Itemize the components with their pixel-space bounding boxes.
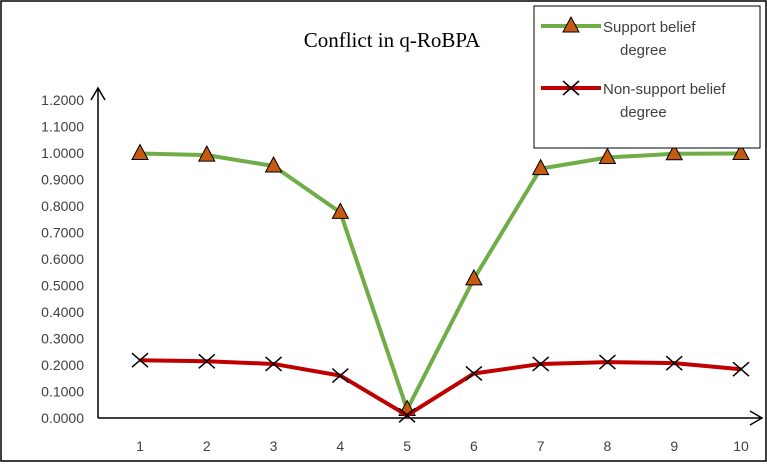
x-marker-stroke: [598, 354, 616, 370]
x-tick-label: 1: [136, 438, 144, 454]
x-marker: [465, 365, 483, 382]
legend-label: Non-support belief: [603, 81, 726, 98]
x-marker-stroke: [665, 355, 683, 371]
x-tick-label: 6: [470, 438, 478, 454]
x-marker: [331, 368, 349, 384]
series-line: [139, 151, 742, 412]
chart-title: Conflict in q-RoBPA: [304, 28, 481, 52]
x-marker-stroke: [562, 80, 580, 96]
y-tick-label: 0.2000: [41, 357, 84, 373]
axes: [90, 86, 764, 426]
series-line: [139, 358, 742, 418]
x-marker: [532, 356, 550, 372]
series-1: [131, 143, 750, 417]
x-marker: [398, 407, 416, 423]
y-tick-label: 0.1000: [41, 384, 84, 400]
triangle-marker: [531, 158, 550, 176]
y-tick-label: 0.8000: [41, 198, 84, 214]
x-marker-stroke: [732, 361, 750, 377]
triangle-marker: [562, 15, 580, 33]
triangle-marker: [665, 143, 684, 161]
x-tick-label: 2: [203, 438, 211, 454]
y-tick-label: 0.0000: [41, 410, 84, 426]
legend-label: degree: [620, 42, 667, 59]
x-marker-stroke: [398, 407, 416, 423]
legend: Support belief degree Non-support belief de…: [533, 5, 761, 149]
x-marker-stroke: [331, 368, 349, 384]
x-marker-stroke: [265, 356, 283, 372]
x-tick-label: 7: [537, 438, 545, 454]
x-marker-stroke: [532, 356, 550, 372]
x-tick-label: 4: [336, 438, 344, 454]
triangle-marker: [264, 155, 283, 173]
x-axis-arrow: [749, 410, 764, 426]
triangle-marker: [131, 143, 149, 161]
x-marker: [732, 361, 750, 377]
y-tick-label: 0.5000: [41, 278, 84, 294]
x-marker-stroke: [131, 352, 149, 368]
y-axis-tick-labels: 0.0000 0.1000 0.2000 0.3000 0.4000 0.5000 0.60…: [41, 92, 84, 426]
y-tick-label: 0.7000: [41, 225, 84, 241]
legend-entry: Support belief degree: [541, 15, 696, 59]
y-axis-arrow: [90, 86, 106, 101]
legend-label: Support belief: [603, 19, 696, 36]
x-tick-label: 10: [733, 438, 749, 454]
x-marker: [598, 354, 616, 370]
x-marker-stroke: [465, 365, 483, 382]
x-marker-stroke: [198, 353, 216, 369]
x-tick-label: 8: [604, 438, 612, 454]
series-layer: [131, 143, 750, 423]
y-tick-label: 0.3000: [41, 331, 84, 347]
y-tick-label: 1.2000: [41, 92, 84, 108]
x-marker: [265, 356, 283, 372]
x-tick-label: 5: [403, 438, 411, 454]
x-marker: [198, 353, 216, 369]
x-marker: [665, 355, 683, 371]
y-tick-label: 1.1000: [41, 119, 84, 135]
x-axis-tick-labels: 1 2 3 4 5 6 7 8 9 10: [136, 438, 749, 454]
y-tick-label: 0.4000: [41, 304, 84, 320]
legend-label: degree: [620, 104, 667, 121]
x-marker: [562, 80, 580, 96]
series-2: [131, 352, 750, 423]
y-tick-label: 0.9000: [41, 172, 84, 188]
triangle-marker: [598, 147, 617, 165]
x-marker: [131, 352, 149, 368]
triangle-marker: [197, 145, 216, 162]
triangle-marker: [465, 268, 483, 286]
x-tick-label: 3: [270, 438, 278, 454]
legend-entry: Non-support belief degree: [541, 80, 726, 121]
y-tick-label: 0.6000: [41, 251, 84, 267]
x-tick-label: 9: [670, 438, 678, 454]
triangle-marker: [732, 143, 750, 161]
y-tick-label: 1.0000: [41, 145, 84, 161]
triangle-marker: [331, 202, 350, 219]
